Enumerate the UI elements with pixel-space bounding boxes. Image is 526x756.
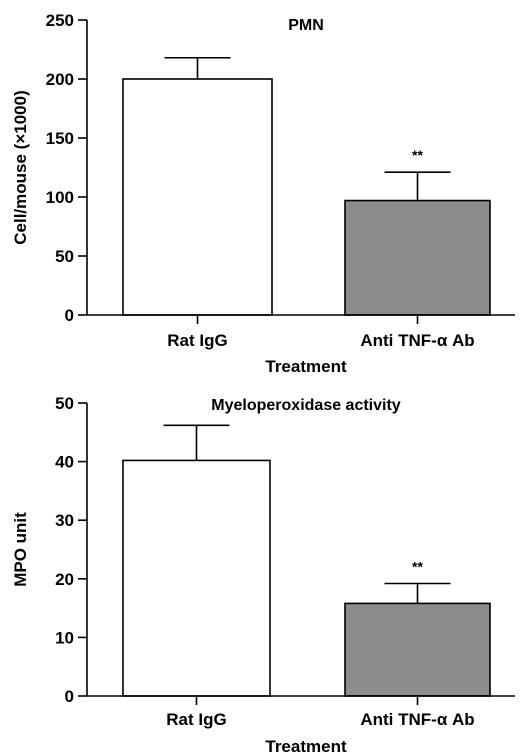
chart-title: PMN bbox=[288, 17, 324, 34]
y-tick-label-0: 0 bbox=[65, 687, 74, 706]
category-label-0: Rat IgG bbox=[167, 331, 227, 350]
category-labels: Rat IgG Anti TNF-α Ab bbox=[167, 331, 474, 350]
significance-label-1: ** bbox=[412, 558, 423, 574]
bars bbox=[122, 459, 491, 697]
y-tick-label-3: 30 bbox=[55, 511, 74, 530]
bar-0 bbox=[122, 78, 273, 316]
bar-1 bbox=[344, 602, 491, 697]
category-labels: Rat IgG Anti TNF-α Ab bbox=[166, 710, 474, 729]
y-tick-label-3: 150 bbox=[46, 129, 74, 148]
mpo-chart: 0 10 20 30 40 50 Rat IgG Anti TNF-α Ab ** Myel… bbox=[11, 394, 515, 756]
y-axis-title: Cell/mouse (×1000) bbox=[11, 90, 30, 245]
axes bbox=[78, 402, 515, 705]
x-axis-title: Treatment bbox=[265, 357, 347, 376]
axes bbox=[78, 19, 515, 324]
y-tick-label-1: 10 bbox=[55, 628, 74, 647]
error-bars bbox=[164, 56, 451, 201]
annotations: ** bbox=[412, 147, 423, 163]
bar-1 bbox=[344, 199, 491, 316]
bar-0 bbox=[122, 459, 271, 697]
y-tick-label-4: 40 bbox=[55, 453, 74, 472]
significance-label-1: ** bbox=[412, 147, 423, 163]
category-label-1: Anti TNF-α Ab bbox=[360, 710, 474, 729]
x-axis-title: Treatment bbox=[265, 737, 347, 756]
y-tick-label-2: 100 bbox=[46, 188, 74, 207]
chart-title: Myeloperoxidase activity bbox=[211, 397, 401, 414]
y-tick-label-2: 20 bbox=[55, 570, 74, 589]
y-tick-label-0: 0 bbox=[65, 306, 74, 325]
bars bbox=[122, 78, 491, 316]
y-tick-label-4: 200 bbox=[46, 70, 74, 89]
category-label-0: Rat IgG bbox=[166, 710, 226, 729]
y-tick-labels: 0 10 20 30 40 50 bbox=[55, 394, 74, 706]
y-axis-title: MPO unit bbox=[11, 512, 30, 587]
annotations: ** bbox=[412, 558, 423, 574]
error-bars bbox=[163, 424, 451, 604]
y-tick-label-5: 50 bbox=[55, 394, 74, 413]
y-tick-label-5: 250 bbox=[46, 11, 74, 30]
y-tick-label-1: 50 bbox=[55, 247, 74, 266]
category-label-1: Anti TNF-α Ab bbox=[360, 331, 474, 350]
y-tick-labels: 0 50 100 150 200 250 bbox=[46, 11, 74, 325]
